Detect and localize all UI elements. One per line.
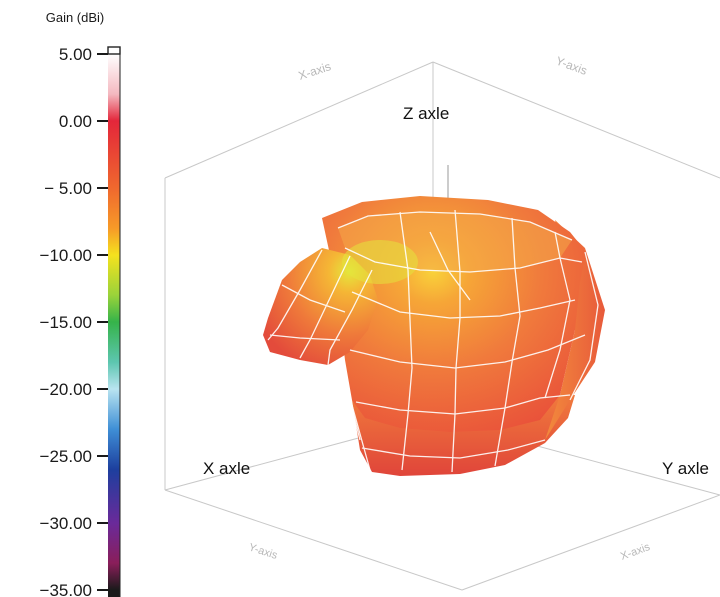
front-x-axis-label: Y-axis: [247, 541, 279, 562]
colorbar-title: Gain (dBi): [46, 10, 105, 25]
back-x-axis-label: X-axis: [297, 59, 333, 83]
colorbar-tick-label: −15.00: [40, 313, 92, 332]
z-axis-label: Z axle: [403, 104, 449, 123]
back-y-axis-label: Y-axis: [554, 54, 589, 78]
pattern-mesh: [267, 209, 599, 473]
pattern-left-lobe: [263, 248, 378, 365]
colorbar-tick-label: −25.00: [40, 447, 92, 466]
colorbar-strip: [108, 47, 120, 597]
colorbar-tick-label: 5.00: [59, 45, 92, 64]
colorbar-tick-label: − 5.00: [44, 179, 92, 198]
colorbar-ticks: 5.00 0.00 − 5.00 −10.00 −15.00 −20.00 −25.00 −3…: [40, 45, 108, 597]
colorbar-tick-label: −20.00: [40, 380, 92, 399]
bounding-box-front: [164, 178, 720, 591]
front-y-axis-label: X-axis: [619, 541, 652, 563]
radiation-pattern-surface: [263, 196, 605, 476]
colorbar-tick-label: 0.00: [59, 112, 92, 131]
colorbar-top-marker: [107, 46, 121, 55]
colorbar-tick-label: −30.00: [40, 514, 92, 533]
colorbar-tick-label: −35.00: [40, 581, 92, 597]
pattern-peak-region: [342, 240, 418, 284]
colorbar: Gain (dBi) 5.00 0.00 − 5.00 −10.00 −15.00 −20…: [40, 10, 121, 597]
colorbar-tick-label: −10.00: [40, 246, 92, 265]
x-axis-label: X axle: [203, 459, 250, 478]
y-axis-label: Y axle: [662, 459, 709, 478]
